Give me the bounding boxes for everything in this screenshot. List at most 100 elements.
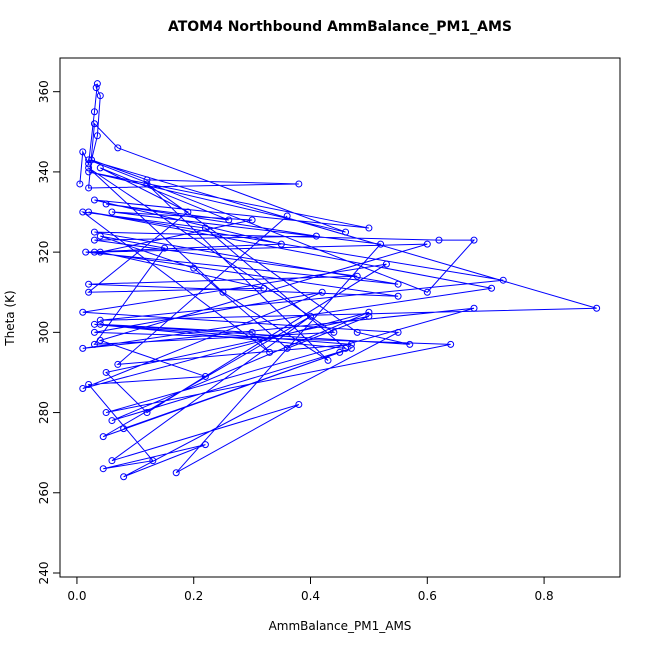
data-point	[201, 224, 209, 232]
data-point	[219, 288, 227, 296]
data-point	[248, 328, 256, 336]
data-point	[88, 156, 96, 164]
data-point	[102, 368, 110, 376]
data-point	[365, 224, 373, 232]
data-point	[85, 184, 93, 192]
data-point	[330, 328, 338, 336]
data-point	[394, 280, 402, 288]
data-point	[488, 284, 496, 292]
data-point	[266, 348, 274, 356]
data-point	[76, 180, 84, 188]
x-tick-label: 0.4	[301, 589, 320, 603]
data-point	[201, 441, 209, 449]
data-point	[447, 340, 455, 348]
data-point	[96, 232, 104, 240]
data-point	[593, 304, 601, 312]
data-point	[93, 132, 101, 140]
data-point	[394, 328, 402, 336]
data-point	[90, 248, 98, 256]
data-point	[365, 308, 373, 316]
data-point	[394, 292, 402, 300]
data-point	[342, 344, 350, 352]
data-point	[143, 409, 151, 417]
y-axis-label: Theta (K)	[3, 290, 17, 346]
data-point	[85, 280, 93, 288]
x-axis-label: AmmBalance_PM1_AMS	[269, 619, 412, 633]
data-point	[85, 164, 93, 172]
data-point	[102, 409, 110, 417]
data-point	[470, 304, 478, 312]
data-point	[342, 228, 350, 236]
data-point	[353, 328, 361, 336]
data-point	[406, 340, 414, 348]
data-point	[90, 328, 98, 336]
data-point	[307, 312, 315, 320]
data-point	[470, 236, 478, 244]
data-point	[435, 236, 443, 244]
data-point	[96, 316, 104, 324]
data-point	[92, 84, 100, 92]
data-point	[90, 228, 98, 236]
y-tick-label: 340	[37, 160, 51, 183]
data-point	[190, 264, 198, 272]
data-point	[143, 180, 151, 188]
data-point	[120, 425, 128, 433]
data-point	[295, 180, 303, 188]
data-point	[90, 120, 98, 128]
y-tick-label: 300	[37, 321, 51, 344]
data-point	[108, 457, 116, 465]
data-point	[90, 108, 98, 116]
data-point	[99, 465, 107, 473]
data-point	[90, 236, 98, 244]
data-point	[96, 164, 104, 172]
plot-frame	[59, 57, 621, 578]
data-point	[248, 216, 256, 224]
data-point	[318, 288, 326, 296]
chart-title: ATOM4 Northbound AmmBalance_PM1_AMS	[168, 19, 512, 35]
data-point	[90, 320, 98, 328]
data-point	[277, 240, 285, 248]
data-point	[336, 348, 344, 356]
data-point	[79, 308, 87, 316]
data-point	[283, 344, 291, 352]
data-point	[201, 372, 209, 380]
data-point	[93, 80, 101, 88]
data-point	[295, 401, 303, 409]
data-point	[382, 260, 390, 268]
x-tick-label: 0.0	[67, 589, 86, 603]
data-point	[149, 457, 157, 465]
data-point	[120, 473, 128, 481]
data-point	[108, 417, 116, 425]
data-point	[225, 216, 233, 224]
data-point	[347, 340, 355, 348]
data-point	[79, 344, 87, 352]
data-point	[85, 380, 93, 388]
data-point	[172, 469, 180, 477]
y-tick-label: 260	[37, 481, 51, 504]
y-tick-label: 280	[37, 401, 51, 424]
data-point	[85, 156, 93, 164]
data-point	[96, 336, 104, 344]
data-point	[143, 176, 151, 184]
data-point	[85, 168, 93, 176]
data-point	[312, 232, 320, 240]
data-line	[79, 83, 597, 478]
x-tick-label: 0.2	[184, 589, 203, 603]
data-point	[99, 433, 107, 441]
data-point	[108, 208, 116, 216]
data-point	[96, 92, 104, 100]
data-point	[423, 240, 431, 248]
data-point	[365, 312, 373, 320]
data-point	[90, 196, 98, 204]
y-tick-label: 320	[37, 241, 51, 264]
data-point	[79, 148, 87, 156]
data-point	[260, 284, 268, 292]
x-tick-label: 0.6	[418, 589, 437, 603]
data-point	[324, 356, 332, 364]
data-point	[283, 212, 291, 220]
y-tick-label: 240	[37, 562, 51, 585]
data-point	[353, 272, 361, 280]
data-point	[423, 288, 431, 296]
data-point	[79, 208, 87, 216]
